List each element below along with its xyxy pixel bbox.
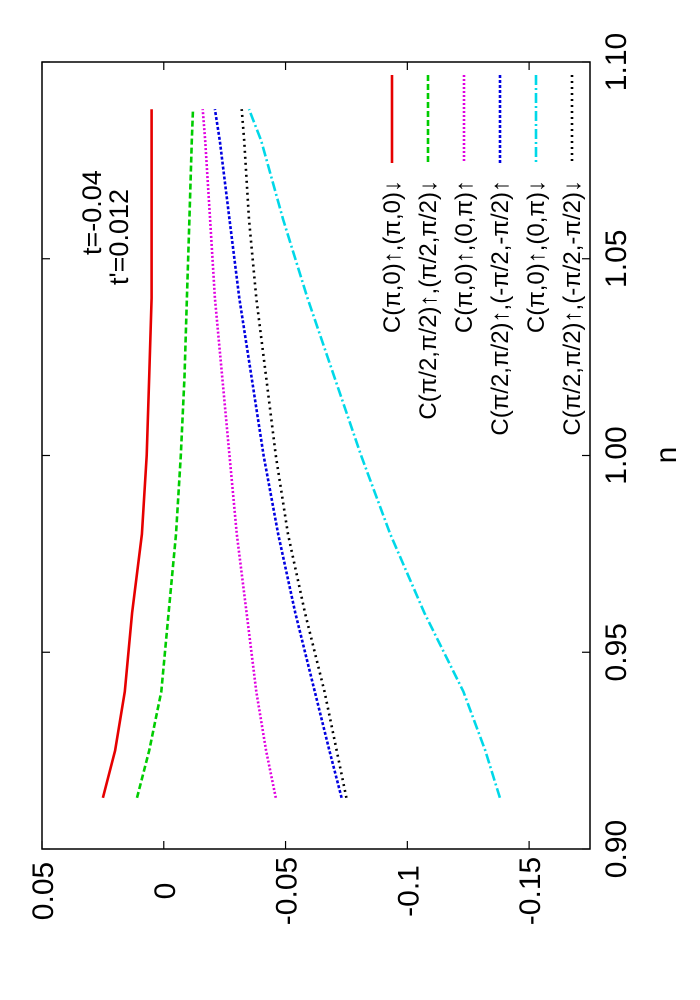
- legend-label-5: C(π,0)↑,(0,π)↓: [523, 180, 550, 333]
- tick-labels: 0.90 0.95 1.00 1.05 1.10 0.05 0 -0.05 -0.1 -0.15: [27, 33, 633, 925]
- series-line-4: [213, 109, 343, 799]
- legend-label-2: C(π/2,π/2)↑,(π/2,π/2)↓: [415, 180, 442, 420]
- annotation-t-prime: t'=0.012: [104, 189, 134, 285]
- legend-label-4: C(π/2,π/2)↑,(-π/2,-π/2)↑: [487, 180, 514, 436]
- legend-label-6: C(π/2,π/2)↑,(-π/2,-π/2)↓: [559, 180, 586, 436]
- x-tick-label: 1.00: [600, 426, 633, 484]
- y-tick-label: -0.1: [392, 865, 425, 917]
- series-line-2: [135, 109, 195, 799]
- x-tick-label: 1.05: [600, 230, 633, 288]
- y-tick-label: -0.15: [514, 857, 547, 925]
- series-line-6: [240, 109, 348, 799]
- legend-label-1: C(π,0)↑,(π,0)↓: [379, 180, 406, 333]
- x-tick-label: 0.90: [600, 820, 633, 878]
- series-line-1: [101, 109, 153, 799]
- y-tick-label: -0.05: [271, 857, 304, 925]
- legend-label-3: C(π,0)↑,(0,π)↑: [451, 180, 478, 333]
- series-line-5: [247, 108, 502, 799]
- y-tick-label: 0: [149, 883, 182, 900]
- annotation-t: t=-0.04: [77, 170, 107, 255]
- series-line-3: [201, 109, 278, 799]
- series-layer: [101, 108, 502, 799]
- x-tick-label: 1.10: [600, 33, 633, 91]
- x-tick-label: 0.95: [600, 623, 633, 681]
- x-axis-label: n: [650, 447, 683, 464]
- legend: C(π,0)↑,(π,0)↓ C(π/2,π/2)↑,(π/2,π/2)↓ C(π,…: [379, 75, 586, 436]
- tick-marks: [41, 61, 590, 850]
- y-tick-label: 0.05: [27, 862, 60, 920]
